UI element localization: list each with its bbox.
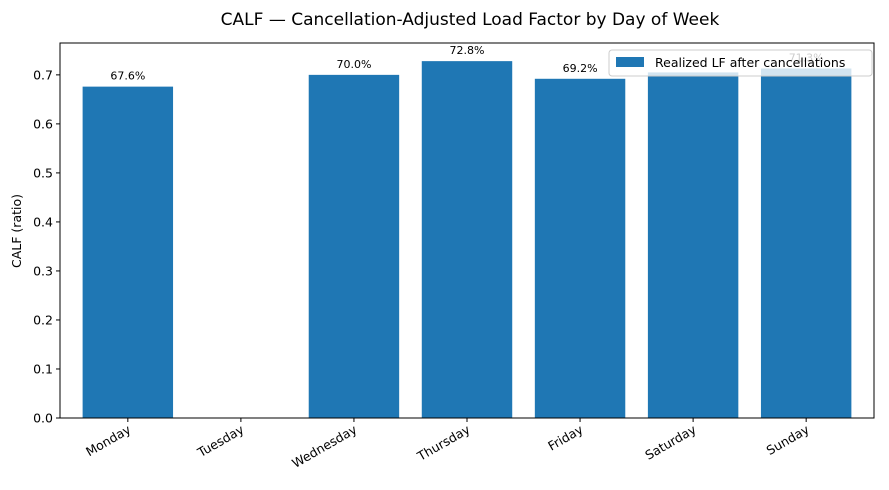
y-tick-label: 0.0	[33, 411, 53, 426]
plot-frame	[59, 42, 875, 419]
bars-layer	[82, 61, 852, 419]
legend-frame	[608, 49, 873, 77]
y-tick-label: 0.5	[33, 165, 53, 180]
bar-saturday	[647, 72, 739, 418]
y-tick-label: 0.7	[33, 67, 53, 82]
x-tick-label-monday: Monday	[83, 421, 134, 459]
bar-sunday	[760, 68, 852, 418]
value-label-monday: 67.6%	[110, 70, 145, 83]
legend-label: Realized LF after cancellations	[655, 55, 845, 70]
bar-monday	[82, 86, 174, 419]
x-tick-label-friday: Friday	[545, 421, 586, 453]
value-labels-layer: 67.6%70.0%72.8%69.2%71.3%	[110, 44, 823, 82]
y-tick-label: 0.1	[33, 361, 53, 376]
x-tick-label-thursday: Thursday	[414, 421, 473, 464]
x-tick-label-saturday: Saturday	[642, 421, 699, 462]
x-tick-label-wednesday: Wednesday	[289, 421, 360, 470]
legend-swatch	[616, 57, 644, 67]
y-tick-label: 0.3	[33, 263, 53, 278]
y-tick-label: 0.4	[33, 214, 53, 229]
bar-friday	[534, 78, 626, 419]
bar-wednesday	[308, 74, 400, 419]
chart-title: CALF — Cancellation-Adjusted Load Factor…	[221, 10, 720, 30]
value-label-wednesday: 70.0%	[336, 58, 371, 71]
y-tick-label: 0.6	[33, 116, 53, 131]
x-tick-label-tuesday: Tuesday	[194, 421, 247, 460]
y-axis-label: CALF (ratio)	[9, 194, 24, 268]
value-label-friday: 69.2%	[563, 62, 598, 75]
x-tick-label-sunday: Sunday	[764, 421, 813, 458]
bar-thursday	[421, 61, 513, 418]
y-tick-label: 0.2	[33, 312, 53, 327]
value-label-thursday: 72.8%	[450, 44, 485, 57]
legend: Realized LF after cancellations	[608, 49, 873, 77]
